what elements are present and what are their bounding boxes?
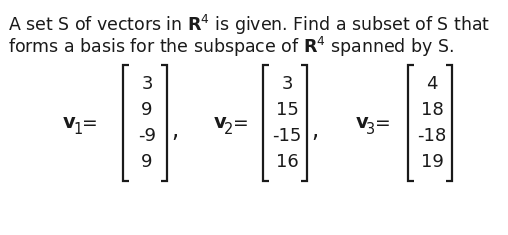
- Text: -9: -9: [138, 127, 156, 145]
- Text: 1: 1: [73, 121, 82, 137]
- Text: 18: 18: [421, 101, 443, 119]
- Text: ,: ,: [171, 120, 178, 142]
- Text: 2: 2: [224, 121, 233, 137]
- Text: 3: 3: [366, 121, 375, 137]
- Text: 9: 9: [141, 101, 153, 119]
- Text: $\mathbf{v}$: $\mathbf{v}$: [213, 114, 228, 133]
- Text: 3: 3: [281, 75, 293, 93]
- Text: 16: 16: [276, 153, 298, 171]
- Text: A set S of vectors in $\mathbf{R}^4$ is given. Find a subset of S that: A set S of vectors in $\mathbf{R}^4$ is …: [8, 13, 490, 37]
- Text: ,: ,: [311, 120, 318, 142]
- Text: 3: 3: [141, 75, 153, 93]
- Text: -18: -18: [418, 127, 447, 145]
- Text: =: =: [375, 114, 391, 133]
- Text: -15: -15: [272, 127, 302, 145]
- Text: 19: 19: [421, 153, 443, 171]
- Text: =: =: [82, 114, 98, 133]
- Text: 4: 4: [426, 75, 438, 93]
- Text: forms a basis for the subspace of $\mathbf{R}^4$ spanned by S.: forms a basis for the subspace of $\math…: [8, 35, 454, 59]
- Text: =: =: [233, 114, 249, 133]
- Text: 9: 9: [141, 153, 153, 171]
- Text: $\mathbf{v}$: $\mathbf{v}$: [355, 114, 369, 133]
- Text: 15: 15: [275, 101, 298, 119]
- Text: $\mathbf{v}$: $\mathbf{v}$: [62, 114, 76, 133]
